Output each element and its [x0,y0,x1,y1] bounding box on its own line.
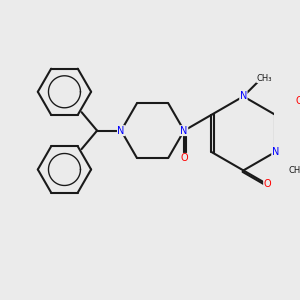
Text: CH₃: CH₃ [289,166,300,175]
Text: N: N [272,147,279,157]
Text: N: N [180,126,188,136]
Text: N: N [240,92,247,101]
Text: O: O [264,179,271,189]
Text: O: O [296,96,300,106]
Text: O: O [180,153,188,164]
Text: N: N [117,126,125,136]
Text: CH₃: CH₃ [257,74,272,82]
